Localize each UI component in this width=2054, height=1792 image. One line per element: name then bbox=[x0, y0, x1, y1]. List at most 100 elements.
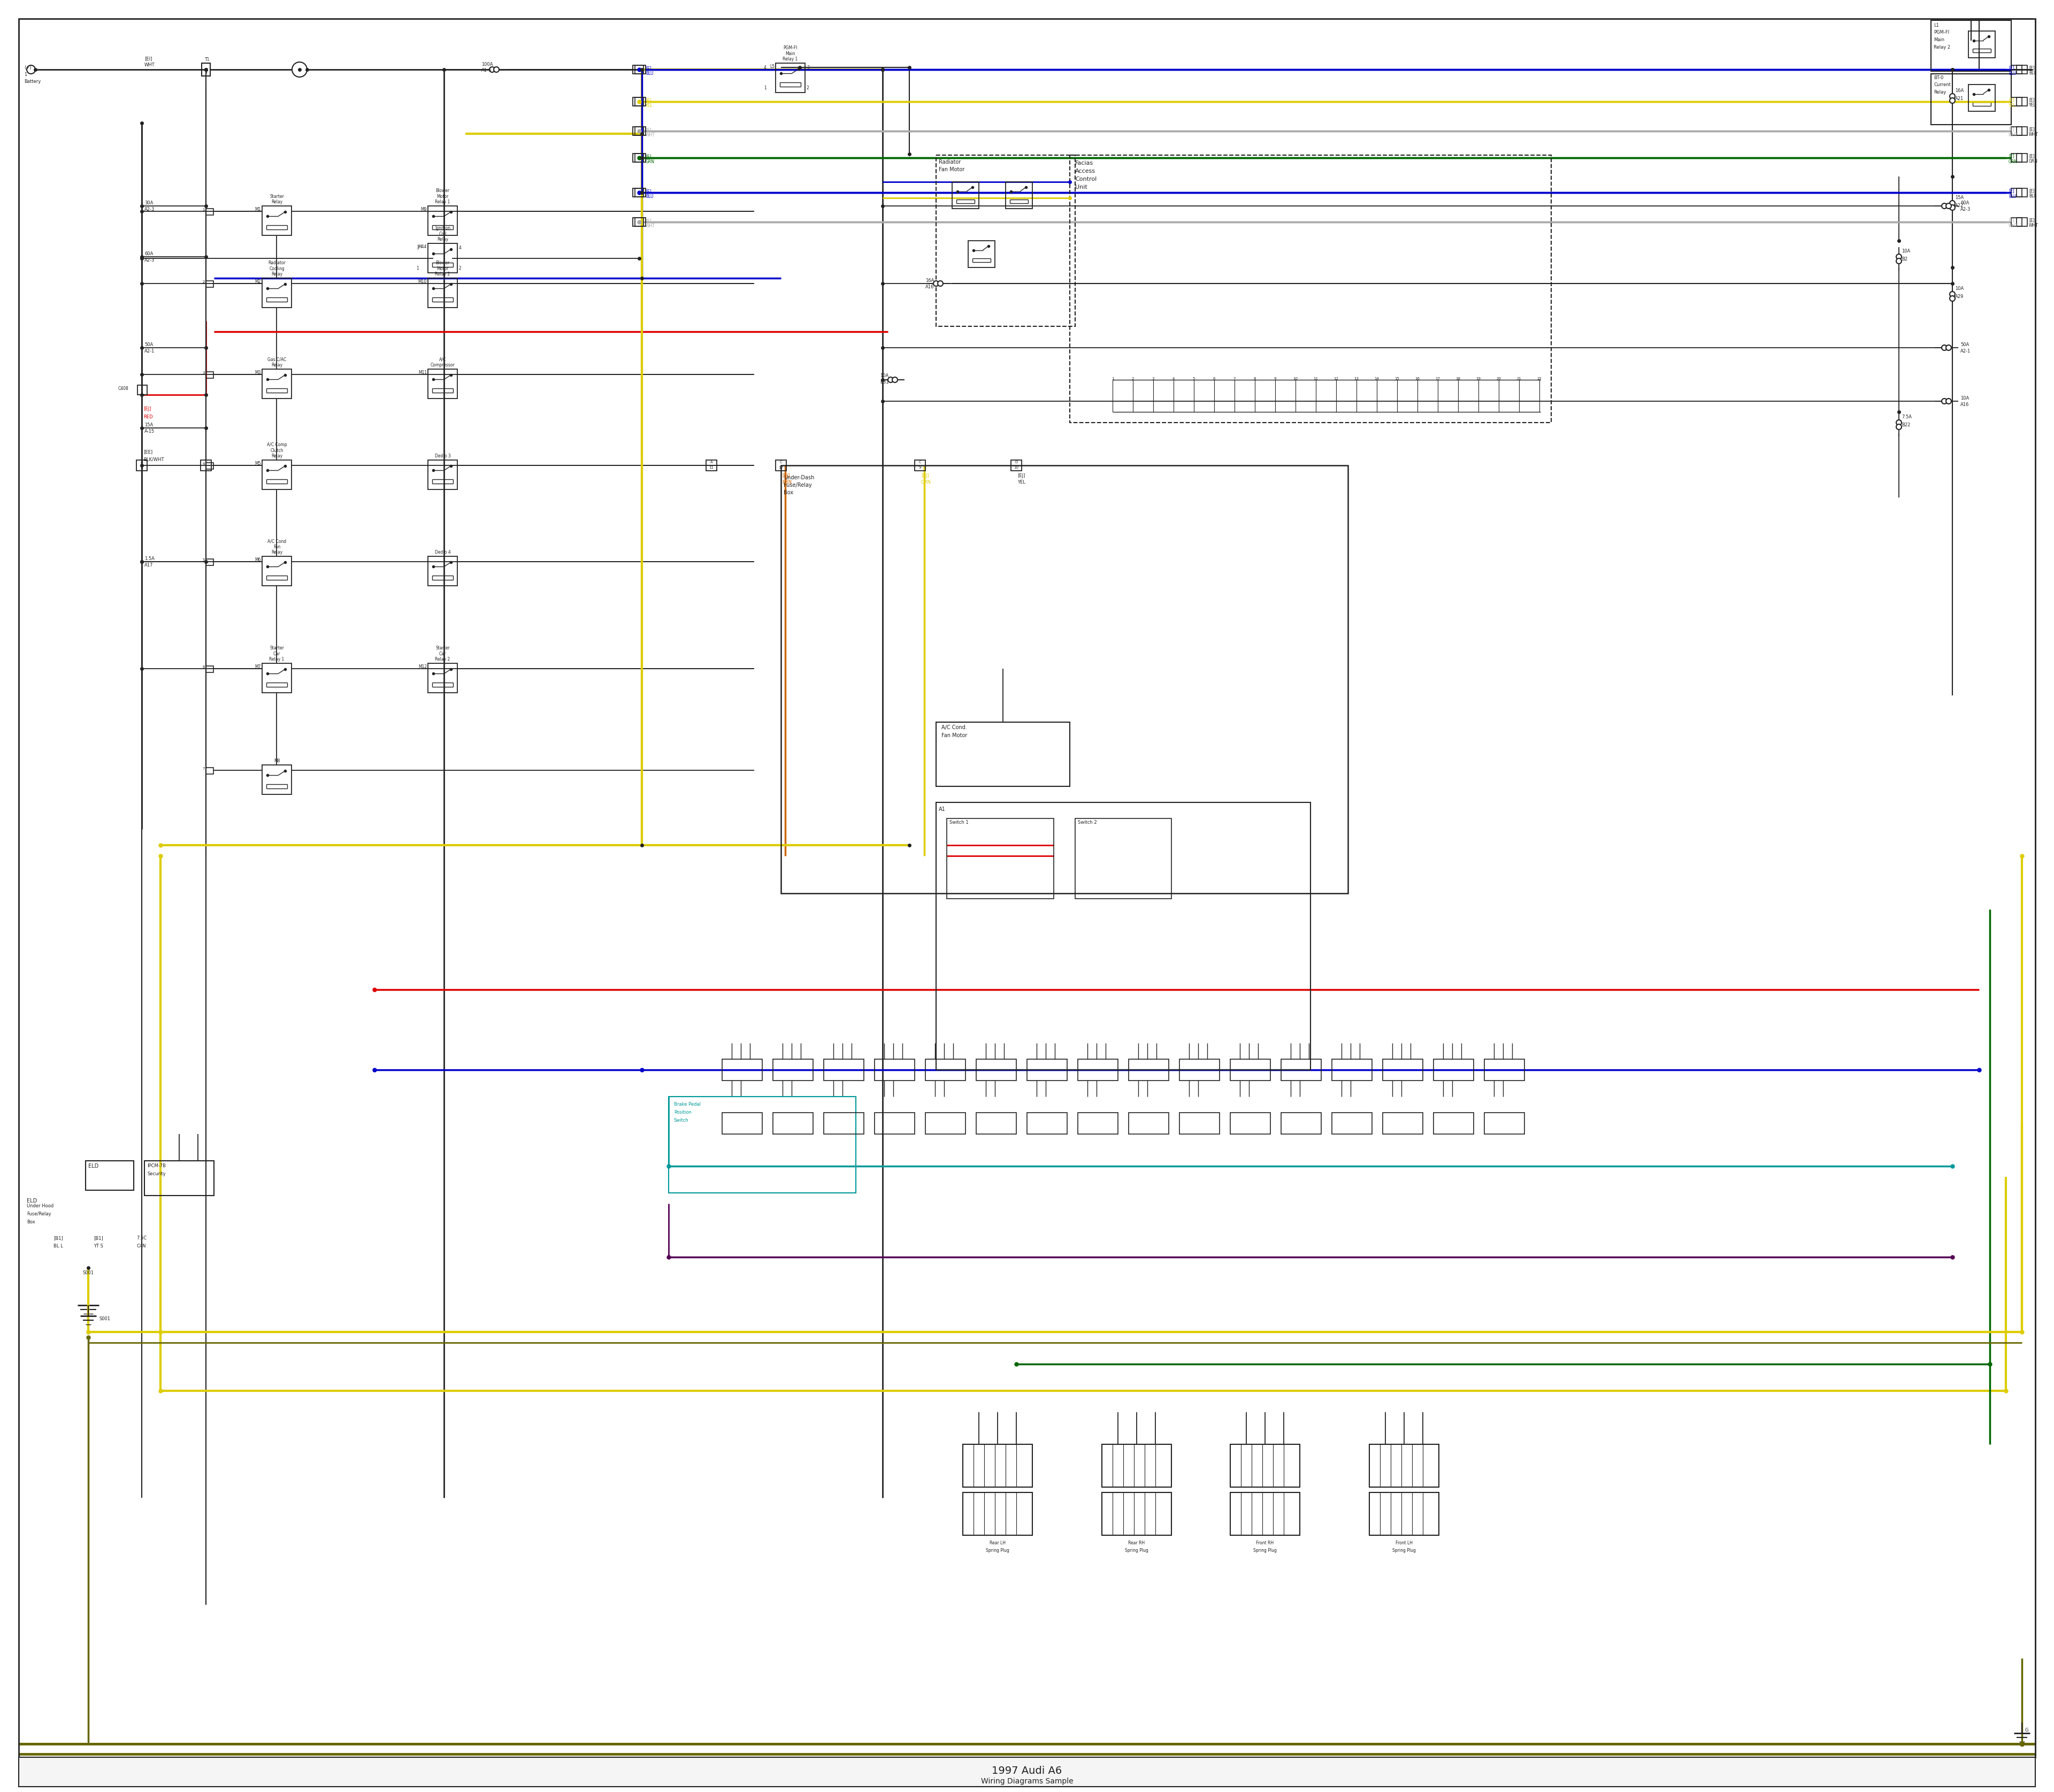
Circle shape bbox=[27, 65, 35, 73]
Bar bbox=[86, 1161, 134, 1190]
Text: 30A: 30A bbox=[144, 201, 154, 206]
Text: 13: 13 bbox=[1354, 376, 1360, 380]
Bar bbox=[1382, 1113, 1423, 1134]
Bar bbox=[427, 278, 458, 308]
Text: YEL: YEL bbox=[645, 104, 653, 108]
Text: 1: 1 bbox=[25, 72, 27, 77]
Bar bbox=[723, 1059, 762, 1081]
Bar bbox=[947, 819, 1054, 898]
Text: Battery: Battery bbox=[25, 79, 41, 84]
Text: ORN: ORN bbox=[920, 480, 930, 484]
Bar bbox=[967, 240, 994, 267]
Text: A/C Cond
Fan
Relay: A/C Cond Fan Relay bbox=[267, 539, 286, 556]
Text: M7: M7 bbox=[255, 665, 261, 668]
Text: WHT: WHT bbox=[2009, 133, 2019, 138]
Bar bbox=[2011, 188, 2021, 197]
Bar bbox=[1331, 1113, 1372, 1134]
Circle shape bbox=[887, 376, 893, 382]
Text: A1: A1 bbox=[939, 806, 945, 812]
Text: [E]: [E] bbox=[2029, 65, 2036, 70]
Bar bbox=[635, 127, 643, 136]
Text: 15A: 15A bbox=[144, 423, 154, 428]
Bar bbox=[1382, 1059, 1423, 1081]
Text: PGM-FI: PGM-FI bbox=[1933, 30, 1949, 34]
Text: 19: 19 bbox=[1477, 376, 1481, 380]
Text: L5: L5 bbox=[770, 65, 774, 70]
Text: C408: C408 bbox=[117, 387, 127, 391]
Text: [E]: [E] bbox=[2029, 97, 2036, 102]
Text: Rear LH: Rear LH bbox=[990, 1541, 1006, 1545]
Text: Switch 2: Switch 2 bbox=[1078, 821, 1097, 824]
Bar bbox=[2011, 97, 2021, 106]
Text: [E]: [E] bbox=[2029, 188, 2036, 194]
Bar bbox=[18, 1758, 2036, 1787]
Bar bbox=[776, 461, 787, 471]
Circle shape bbox=[933, 281, 939, 287]
Text: [EJ]: [EJ] bbox=[1017, 473, 1025, 478]
Text: [E]: [E] bbox=[2009, 65, 2015, 70]
Text: Radiator: Radiator bbox=[939, 159, 961, 165]
Text: BLK/WHT: BLK/WHT bbox=[144, 457, 164, 462]
Text: WHT: WHT bbox=[645, 224, 655, 228]
Text: GRN: GRN bbox=[2029, 159, 2038, 163]
Bar bbox=[635, 65, 643, 73]
Text: GRN: GRN bbox=[645, 159, 655, 165]
Bar bbox=[824, 1113, 865, 1134]
Text: WHT: WHT bbox=[2029, 133, 2038, 136]
Text: M11: M11 bbox=[419, 371, 427, 375]
Text: Switch 1: Switch 1 bbox=[949, 821, 969, 824]
Text: BLU: BLU bbox=[645, 72, 653, 75]
Bar bbox=[201, 63, 210, 75]
Bar bbox=[875, 1113, 914, 1134]
Text: BLU: BLU bbox=[2009, 72, 2017, 75]
Text: 17: 17 bbox=[1436, 376, 1440, 380]
Bar bbox=[1282, 1059, 1321, 1081]
Text: L1: L1 bbox=[1933, 23, 1939, 29]
Text: Security: Security bbox=[148, 1172, 166, 1176]
Text: 1: 1 bbox=[205, 70, 207, 73]
Bar bbox=[1230, 1059, 1269, 1081]
Text: 100A: 100A bbox=[481, 63, 493, 66]
Text: A1-6: A1-6 bbox=[481, 68, 491, 73]
Bar bbox=[205, 462, 214, 470]
Text: A2-3: A2-3 bbox=[144, 258, 154, 263]
Text: Starter
Car
Relay 2: Starter Car Relay 2 bbox=[435, 645, 450, 661]
Text: [E]: [E] bbox=[2009, 188, 2015, 194]
Bar bbox=[263, 663, 292, 694]
Bar bbox=[144, 1161, 214, 1195]
Text: [E]: [E] bbox=[2009, 217, 2015, 222]
Text: BT-0: BT-0 bbox=[1933, 75, 1943, 81]
Bar bbox=[2011, 217, 2021, 226]
Bar bbox=[1128, 1113, 1169, 1134]
Bar bbox=[670, 1097, 857, 1193]
Bar bbox=[263, 206, 292, 235]
Bar bbox=[776, 63, 805, 93]
Bar bbox=[263, 556, 292, 586]
Bar bbox=[824, 1059, 865, 1081]
Bar bbox=[1931, 73, 2011, 125]
Bar bbox=[263, 461, 292, 489]
Text: 22: 22 bbox=[1536, 376, 1543, 380]
Bar bbox=[1101, 1493, 1171, 1536]
Text: 9: 9 bbox=[1273, 376, 1276, 380]
Text: M12: M12 bbox=[419, 665, 427, 668]
Text: BLU: BLU bbox=[2029, 194, 2038, 199]
Bar bbox=[635, 217, 643, 226]
Bar bbox=[2017, 65, 2027, 73]
Text: [E]: [E] bbox=[645, 188, 651, 194]
Circle shape bbox=[489, 66, 495, 72]
Bar bbox=[201, 461, 212, 471]
Bar bbox=[1434, 1059, 1473, 1081]
Text: M10: M10 bbox=[419, 280, 427, 285]
Text: Fan Motor: Fan Motor bbox=[941, 733, 967, 738]
Bar bbox=[633, 217, 645, 226]
Text: Rear RH: Rear RH bbox=[1128, 1541, 1144, 1545]
Text: M9: M9 bbox=[421, 208, 427, 211]
Bar bbox=[635, 154, 643, 161]
Text: A21: A21 bbox=[1955, 97, 1964, 100]
Text: Facias: Facias bbox=[1074, 161, 1093, 167]
Text: A2-1: A2-1 bbox=[1960, 349, 1970, 353]
Text: BLU: BLU bbox=[645, 194, 653, 199]
Text: WHT: WHT bbox=[645, 133, 655, 138]
Text: A29: A29 bbox=[1955, 294, 1964, 299]
